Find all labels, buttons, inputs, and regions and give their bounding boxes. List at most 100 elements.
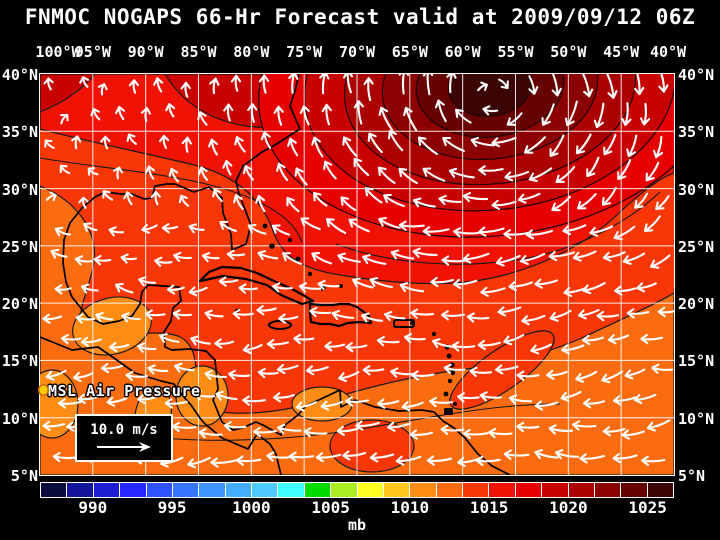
lon-label: 75°W — [286, 43, 323, 61]
wind-arrow-icon — [233, 194, 244, 210]
pressure-fill-darkred-corner — [40, 74, 96, 113]
coast-pacific-central-america — [40, 336, 282, 475]
wind-arrow-icon — [106, 396, 128, 407]
wind-arrow-icon — [90, 107, 101, 121]
wind-arrow-icon — [377, 166, 396, 185]
lat-label: 5°N — [678, 467, 706, 485]
wind-arrow-icon — [210, 457, 237, 468]
colorbar-cell — [304, 483, 331, 497]
wind-arrow-icon — [173, 251, 192, 262]
wind-arrow-icon — [369, 452, 395, 463]
wind-arrow-icon — [293, 333, 315, 345]
wind-arrow-icon — [97, 442, 151, 452]
wind-arrow-icon — [432, 338, 455, 349]
wind-arrow-icon — [215, 390, 238, 401]
wind-arrow-icon — [429, 396, 454, 408]
wind-arrow-icon — [383, 310, 406, 322]
wind-arrow-icon — [180, 81, 191, 98]
wind-arrow-icon — [198, 166, 209, 182]
wind-arrow-icon — [172, 421, 197, 433]
wind-arrow-icon — [87, 167, 99, 176]
wind-arrow-icon — [517, 192, 541, 204]
coast-puerto-rico — [393, 319, 415, 328]
wind-arrow-icon — [300, 217, 321, 231]
wind-arrow-icon — [657, 306, 674, 318]
wind-arrow-icon — [441, 310, 466, 321]
wind-arrow-icon — [227, 369, 251, 381]
wind-arrow-icon — [602, 426, 626, 437]
wind-arrow-icon — [383, 193, 405, 208]
wind-arrow-icon — [607, 334, 629, 345]
wind-arrow-icon — [617, 159, 632, 181]
wind-arrow-icon — [273, 105, 284, 126]
wind-arrow-icon — [355, 420, 380, 431]
wind-arrow-icon — [342, 136, 358, 158]
wind-arrow-icon — [288, 451, 315, 462]
wind-arrow-icon — [634, 192, 649, 209]
wind-arrow-icon — [589, 225, 614, 237]
wind-arrow-icon — [417, 136, 439, 156]
wind-arrow-icon — [340, 196, 357, 211]
wind-arrow-icon — [646, 419, 671, 432]
wind-speed-value: 10.0 m/s — [90, 422, 158, 438]
colorbar-cell — [225, 483, 251, 497]
wind-arrow-icon — [653, 135, 664, 159]
wind-arrow-icon — [530, 343, 552, 355]
colorbar-tick: 1025 — [628, 498, 667, 517]
wind-arrow-icon — [561, 344, 585, 355]
coast-cuba — [198, 265, 315, 306]
colorbar-cell — [568, 483, 594, 497]
wind-arrow-icon — [166, 284, 185, 295]
wind-arrow-icon — [655, 195, 670, 211]
wind-arrow-icon — [123, 191, 134, 206]
wind-arrow-icon — [298, 282, 322, 293]
colorbar-unit-label: mb — [347, 516, 367, 534]
lon-label: 50°W — [550, 43, 587, 61]
wind-arrow-icon — [398, 167, 418, 185]
wind-arrow-icon — [390, 367, 414, 378]
wind-arrow-icon — [197, 111, 208, 126]
wind-arrow-icon — [295, 401, 317, 412]
wind-arrow-icon — [277, 423, 302, 435]
wind-arrow-icon — [164, 398, 188, 409]
wind-arrow-icon — [125, 370, 149, 382]
wind-arrow-icon — [161, 223, 179, 234]
colorbar-tick: 1010 — [390, 498, 430, 517]
wind-arrow-icon — [83, 222, 98, 232]
wind-arrow-icon — [475, 455, 501, 467]
wind-arrow-icon — [548, 250, 576, 262]
wind-arrow-icon — [198, 428, 223, 439]
wind-arrow-icon — [477, 81, 488, 92]
wind-arrow-icon — [452, 278, 478, 289]
wind-arrow-icon — [242, 395, 266, 406]
wind-arrow-icon — [643, 215, 661, 233]
wind-arrow-icon — [54, 226, 72, 237]
wind-arrow-icon — [45, 369, 67, 381]
wind-arrow-icon — [288, 74, 299, 94]
wind-arrow-icon — [115, 282, 134, 294]
wind-arrow-icon — [214, 338, 235, 349]
wind-arrow-icon — [479, 391, 502, 402]
wind-arrow-icon — [78, 196, 89, 209]
pressure-patch — [291, 386, 353, 422]
wind-arrow-icon — [387, 421, 412, 432]
wind-arrow-icon — [549, 134, 565, 157]
colorbar-tick: 1005 — [311, 498, 350, 517]
wind-arrow-icon — [412, 247, 438, 258]
wind-arrow-icon — [140, 107, 152, 123]
wind-arrow-icon — [534, 449, 559, 460]
colorbar-cell — [278, 483, 304, 497]
wind-arrow-icon — [378, 106, 394, 131]
wind-arrow-icon — [242, 164, 254, 181]
colorbar-cell — [463, 483, 489, 497]
wind-arrow-icon — [77, 393, 100, 405]
wind-arrow-icon — [109, 341, 130, 353]
field-label-text: MSL Air Pressure — [48, 382, 201, 400]
wind-arrow-icon — [564, 100, 578, 127]
lon-label: 40°W — [649, 43, 687, 61]
wind-arrow-icon — [201, 252, 220, 263]
wind-arrow-icon — [317, 279, 340, 291]
wind-arrow-icon — [624, 368, 646, 380]
wind-arrow-icon — [320, 400, 344, 411]
colorbar-tick: 995 — [157, 498, 187, 517]
